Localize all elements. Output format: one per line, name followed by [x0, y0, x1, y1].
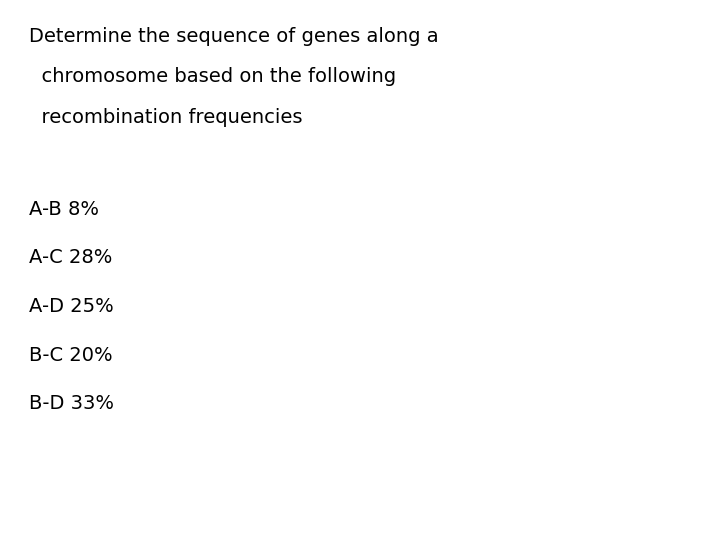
Text: recombination frequencies: recombination frequencies — [29, 108, 302, 127]
Text: A-B 8%: A-B 8% — [29, 200, 99, 219]
Text: B-C 20%: B-C 20% — [29, 346, 112, 365]
Text: chromosome based on the following: chromosome based on the following — [29, 68, 396, 86]
Text: A-C 28%: A-C 28% — [29, 248, 112, 267]
Text: A-D 25%: A-D 25% — [29, 297, 114, 316]
Text: B-D 33%: B-D 33% — [29, 394, 114, 413]
Text: Determine the sequence of genes along a: Determine the sequence of genes along a — [29, 27, 438, 46]
